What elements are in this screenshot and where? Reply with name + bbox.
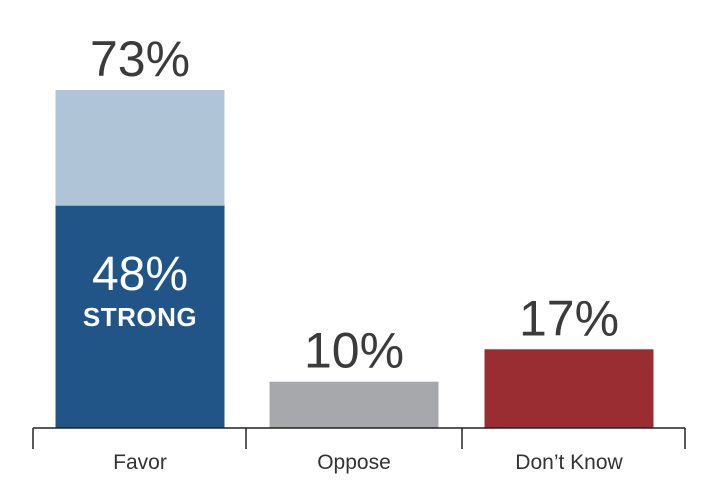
value-label-favor: 73% (90, 31, 190, 87)
category-label-oppose: Oppose (317, 451, 391, 474)
value-label-don-t-know: 17% (519, 290, 619, 346)
category-label-favor: Favor (113, 451, 167, 474)
bar-don-t-know (484, 349, 654, 428)
category-label-don-t-know: Don’t Know (515, 451, 623, 474)
strong-value-label: 48% (92, 248, 188, 301)
bar-favor-strong (55, 205, 225, 428)
value-label-oppose: 10% (304, 323, 404, 379)
strong-label: STRONG (83, 302, 197, 332)
bar-oppose (269, 381, 439, 428)
